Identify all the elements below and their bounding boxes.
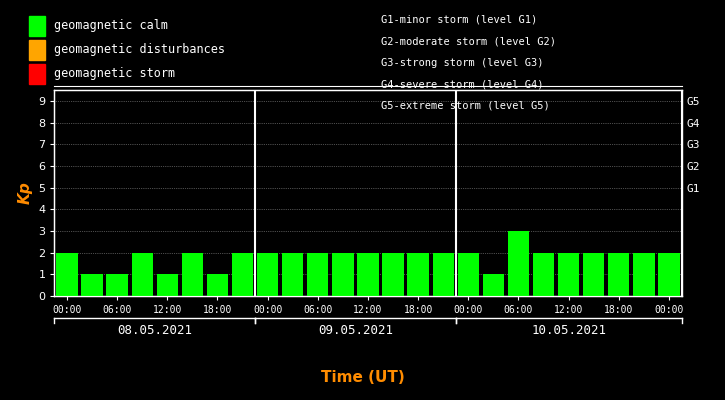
Bar	[658, 253, 679, 296]
Bar	[407, 253, 428, 296]
Bar	[433, 253, 454, 296]
Bar	[207, 274, 228, 296]
Bar	[107, 274, 128, 296]
Text: Time (UT): Time (UT)	[320, 370, 405, 386]
Bar	[81, 274, 103, 296]
Bar	[507, 231, 529, 296]
Bar	[131, 253, 153, 296]
Bar	[583, 253, 605, 296]
Text: G4-severe storm (level G4): G4-severe storm (level G4)	[381, 79, 543, 89]
Bar	[307, 253, 328, 296]
Y-axis label: Kp: Kp	[17, 182, 33, 204]
Bar	[232, 253, 253, 296]
Bar	[483, 274, 504, 296]
Bar	[533, 253, 554, 296]
Text: geomagnetic storm: geomagnetic storm	[54, 68, 175, 80]
Text: geomagnetic disturbances: geomagnetic disturbances	[54, 44, 225, 56]
Text: 08.05.2021: 08.05.2021	[117, 324, 192, 336]
Text: G3-strong storm (level G3): G3-strong storm (level G3)	[381, 58, 543, 68]
Bar	[332, 253, 354, 296]
Bar	[157, 274, 178, 296]
Bar	[633, 253, 655, 296]
Text: geomagnetic calm: geomagnetic calm	[54, 20, 167, 32]
Text: G1-minor storm (level G1): G1-minor storm (level G1)	[381, 15, 537, 25]
Bar	[357, 253, 378, 296]
Bar	[558, 253, 579, 296]
Text: G2-moderate storm (level G2): G2-moderate storm (level G2)	[381, 36, 555, 46]
Bar	[608, 253, 629, 296]
Bar	[57, 253, 78, 296]
Text: 10.05.2021: 10.05.2021	[531, 324, 606, 336]
Text: 09.05.2021: 09.05.2021	[318, 324, 393, 336]
Bar	[457, 253, 479, 296]
Bar	[382, 253, 404, 296]
Bar	[182, 253, 203, 296]
Text: G5-extreme storm (level G5): G5-extreme storm (level G5)	[381, 101, 550, 111]
Bar	[282, 253, 303, 296]
Bar	[257, 253, 278, 296]
